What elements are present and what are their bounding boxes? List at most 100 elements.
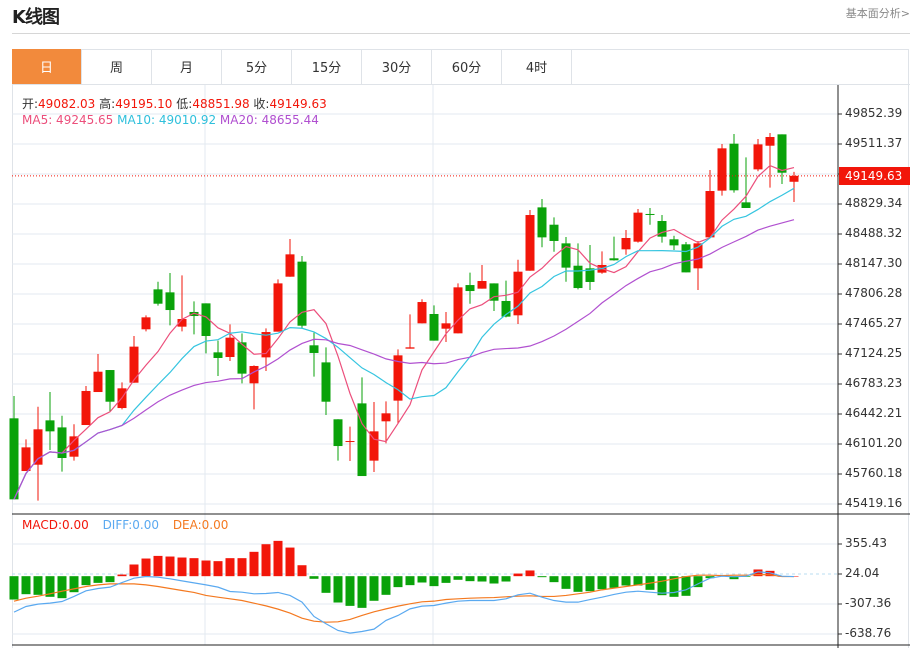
macd-tick-label: 355.43 xyxy=(845,536,887,550)
macd-bar xyxy=(105,576,115,583)
tab-5min[interactable]: 5分 xyxy=(222,49,292,85)
tab-60min[interactable]: 60分 xyxy=(432,49,502,85)
macd-bar xyxy=(609,576,619,588)
macd-bar xyxy=(621,576,631,586)
candle-down xyxy=(741,202,751,208)
macd-bar xyxy=(297,565,307,577)
macd-bar xyxy=(597,576,607,590)
candle-down xyxy=(573,265,583,289)
macd-bar xyxy=(405,576,415,586)
macd-bar xyxy=(681,576,691,596)
close-label: 收: xyxy=(253,97,270,111)
tab-15min[interactable]: 15分 xyxy=(292,49,362,85)
candle-up xyxy=(453,287,463,334)
macd-bar xyxy=(225,558,235,577)
candle-down xyxy=(429,313,439,341)
candle-down xyxy=(105,370,115,402)
tab-30min[interactable]: 30分 xyxy=(362,49,432,85)
fundamental-analysis-link[interactable]: 基本面分析> xyxy=(845,7,910,20)
ma5-line xyxy=(13,164,795,500)
candle-down xyxy=(57,427,67,459)
candle-down xyxy=(537,207,547,238)
candles xyxy=(9,133,838,501)
macd-bar xyxy=(585,576,595,592)
tab-week[interactable]: 周 xyxy=(82,49,152,85)
candle-down xyxy=(561,243,571,268)
macd-bar xyxy=(249,551,259,577)
ma5-value: MA5: 49245.65 xyxy=(22,113,114,127)
macd-bar xyxy=(381,576,391,595)
macd-bar xyxy=(393,576,403,588)
candle-down xyxy=(669,239,679,246)
macd-bar xyxy=(705,576,715,579)
ma-info: MA5: 49245.65 MA10: 49010.92 MA20: 48655… xyxy=(22,113,319,127)
candle-up xyxy=(693,243,703,269)
macd-tick-label: -307.36 xyxy=(845,595,892,610)
price-tick-label: 47124.25 xyxy=(845,345,903,360)
macd-bar xyxy=(513,573,523,577)
macd-chart xyxy=(9,540,842,635)
tab-month[interactable]: 月 xyxy=(152,49,222,85)
candle-down xyxy=(189,311,199,317)
macd-bar xyxy=(453,576,463,580)
moving-average-lines xyxy=(13,164,795,500)
macd-bar xyxy=(261,544,271,577)
macd-bar xyxy=(93,576,103,583)
close-value: 49149.63 xyxy=(269,97,327,111)
macd-bar xyxy=(345,576,355,606)
diff-value: DIFF:0.00 xyxy=(102,518,159,532)
candle-up xyxy=(621,237,631,250)
ma20-value: MA20: 48655.44 xyxy=(219,113,319,127)
macd-tick-label: 24.04 xyxy=(845,565,880,580)
macd-bar xyxy=(729,576,739,580)
candle-down xyxy=(357,403,367,477)
open-value: 49082.03 xyxy=(38,97,96,111)
price-tick-label: 48829.34 xyxy=(845,195,903,210)
macd-bar xyxy=(417,576,427,583)
macd-bar xyxy=(369,576,379,601)
price-tick-label: 48488.32 xyxy=(845,225,903,240)
candle-down xyxy=(201,303,211,336)
candle-up xyxy=(69,436,79,457)
macd-bar xyxy=(657,576,667,596)
price-tick-label: 45760.18 xyxy=(845,465,903,480)
candle-up xyxy=(141,317,151,330)
tab-4hour[interactable]: 4时 xyxy=(502,49,572,85)
macd-bar xyxy=(237,558,247,577)
candle-up xyxy=(261,332,271,358)
macd-bar xyxy=(309,576,319,579)
dea-value: DEA:0.00 xyxy=(172,518,229,532)
candle-up xyxy=(249,365,259,384)
macd-bar xyxy=(45,576,55,597)
macd-bar xyxy=(33,576,43,595)
ma10-value: MA10: 49010.92 xyxy=(117,113,217,127)
macd-value: MACD:0.00 xyxy=(22,518,89,532)
candle-down xyxy=(585,268,595,282)
candle-up xyxy=(441,323,451,329)
macd-bar xyxy=(321,576,331,593)
price-tick-label: 46101.20 xyxy=(845,435,903,450)
high-value: 49195.10 xyxy=(115,97,173,111)
chart-panel xyxy=(12,49,909,648)
candle-up xyxy=(765,136,775,146)
macd-legend: MACD:0.00 DIFF:0.00 DEA:0.00 xyxy=(22,518,228,532)
price-tick-label: 45419.16 xyxy=(845,496,903,510)
candle-up xyxy=(345,441,355,443)
price-tick-label: 47465.27 xyxy=(845,315,903,330)
macd-bar xyxy=(477,576,487,582)
macd-bar xyxy=(489,576,499,584)
macd-bar xyxy=(129,564,139,577)
macd-bar xyxy=(549,576,559,583)
macd-bar xyxy=(117,574,127,577)
candle-up xyxy=(129,346,139,383)
macd-bar xyxy=(81,576,91,586)
last-price-tag: 49149.63 xyxy=(839,167,910,185)
candle-down xyxy=(321,362,331,402)
candle-down xyxy=(309,345,319,353)
tab-day[interactable]: 日 xyxy=(12,49,82,85)
price-tick-label: 49511.37 xyxy=(845,136,903,150)
high-label: 高: xyxy=(99,97,116,111)
page-title: K线图 xyxy=(12,7,60,28)
macd-bar xyxy=(153,555,163,577)
